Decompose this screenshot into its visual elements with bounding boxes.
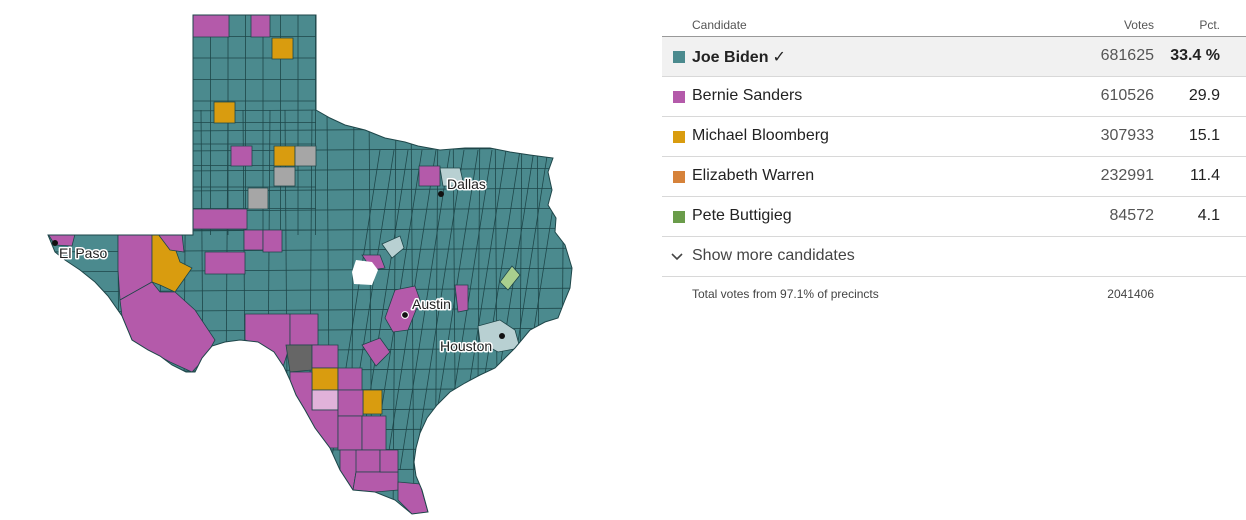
candidate-votes: 307933 bbox=[1100, 127, 1154, 144]
candidate-row-buttigieg: Pete Buttigieg 84572 4.1 bbox=[662, 197, 1246, 237]
county-bloomberg bbox=[311, 367, 339, 391]
county-sanders bbox=[337, 389, 364, 417]
city-marker-austin: Austin bbox=[401, 295, 452, 319]
candidate-pct: 11.4 bbox=[1190, 167, 1220, 184]
header-pct: Pct. bbox=[1199, 18, 1220, 32]
chevron-down-icon bbox=[671, 253, 683, 261]
county-sanders bbox=[192, 208, 248, 230]
candidate-votes: 232991 bbox=[1100, 167, 1154, 184]
city-label-austin: Austin bbox=[412, 296, 451, 312]
county-sanders bbox=[454, 284, 469, 313]
county-tie bbox=[273, 166, 296, 187]
county-sanders bbox=[361, 415, 387, 451]
table-header: Candidate Votes Pct. bbox=[662, 14, 1246, 37]
county-sanders bbox=[337, 367, 363, 391]
checkmark-icon: ✓ bbox=[772, 49, 786, 66]
candidate-row-bloomberg: Michael Bloomberg 307933 15.1 bbox=[662, 117, 1246, 157]
county-sanders bbox=[204, 251, 246, 275]
county-sanders bbox=[361, 337, 391, 367]
county-bloomberg bbox=[271, 37, 294, 60]
header-candidate: Candidate bbox=[692, 18, 747, 32]
county-tie bbox=[294, 145, 317, 167]
county-bloomberg bbox=[273, 145, 296, 167]
candidate-pct: 29.9 bbox=[1188, 87, 1220, 104]
county-buttigieg-light bbox=[499, 265, 521, 291]
color-swatch bbox=[673, 131, 685, 143]
county-sanders bbox=[243, 229, 264, 251]
candidate-name: Michael Bloomberg bbox=[692, 127, 829, 144]
county-sanders bbox=[192, 15, 230, 38]
color-swatch bbox=[673, 51, 685, 63]
city-label-dallas: Dallas bbox=[447, 176, 486, 192]
county-bloomberg bbox=[213, 101, 236, 124]
texas-county-map: El Paso Dallas Austin Houston bbox=[47, 14, 573, 515]
candidate-votes: 681625 bbox=[1100, 47, 1154, 64]
candidate-pct: 4.1 bbox=[1197, 207, 1220, 224]
county-bloomberg bbox=[362, 389, 383, 415]
candidate-row-biden: Joe Biden ✓ 681625 33.4 % bbox=[662, 37, 1246, 77]
county-sanders bbox=[384, 285, 421, 333]
county-biden-light bbox=[381, 235, 405, 259]
candidate-row-warren: Elizabeth Warren 232991 11.4 bbox=[662, 157, 1246, 197]
county-sanders bbox=[397, 481, 429, 514]
county-sanders bbox=[379, 449, 399, 473]
county-no-results bbox=[285, 344, 313, 373]
county-sanders bbox=[418, 165, 441, 187]
county-tie bbox=[247, 187, 269, 210]
table-footer: Total votes from 97.1% of precincts 2041… bbox=[662, 277, 1246, 307]
city-marker-houston: Houston bbox=[439, 333, 505, 356]
county-sanders bbox=[352, 471, 399, 493]
candidate-name: Bernie Sanders bbox=[692, 87, 803, 104]
county-sanders bbox=[244, 313, 291, 368]
county-sanders bbox=[337, 415, 363, 451]
city-label-el-paso: El Paso bbox=[59, 245, 107, 261]
white-hole-region bbox=[352, 260, 378, 285]
color-swatch bbox=[673, 91, 685, 103]
county-sanders bbox=[311, 344, 339, 369]
footer-total-votes: 2041406 bbox=[1107, 287, 1154, 301]
county-sanders bbox=[262, 229, 283, 253]
county-biden-light bbox=[439, 167, 465, 187]
candidate-name: Joe Biden ✓ bbox=[692, 49, 786, 66]
county-sanders bbox=[250, 15, 271, 38]
county-sanders bbox=[230, 145, 253, 167]
candidate-name: Pete Buttigieg bbox=[692, 207, 792, 224]
county-sanders bbox=[355, 449, 381, 473]
county-sanders-light bbox=[311, 389, 339, 411]
city-label-houston: Houston bbox=[440, 338, 492, 354]
color-swatch bbox=[673, 171, 685, 183]
candidate-name: Elizabeth Warren bbox=[692, 167, 815, 184]
county-sanders bbox=[289, 313, 319, 346]
results-table: Candidate Votes Pct. Joe Biden ✓ 681625 3… bbox=[662, 14, 1246, 307]
candidate-votes: 610526 bbox=[1100, 87, 1154, 104]
city-marker-el-paso: El Paso bbox=[52, 240, 109, 263]
candidate-pct: 15.1 bbox=[1188, 127, 1220, 144]
color-swatch bbox=[673, 211, 685, 223]
candidate-pct: 33.4 % bbox=[1170, 47, 1220, 64]
show-more-candidates-button[interactable]: Show more candidates bbox=[662, 237, 1246, 277]
show-more-label: Show more candidates bbox=[692, 247, 855, 264]
city-marker-dallas: Dallas bbox=[438, 175, 487, 197]
candidate-row-sanders: Bernie Sanders 610526 29.9 bbox=[662, 77, 1246, 117]
header-votes: Votes bbox=[1123, 18, 1154, 32]
candidate-votes: 84572 bbox=[1109, 207, 1155, 224]
footer-precincts-text: Total votes from 97.1% of precincts bbox=[692, 287, 879, 301]
